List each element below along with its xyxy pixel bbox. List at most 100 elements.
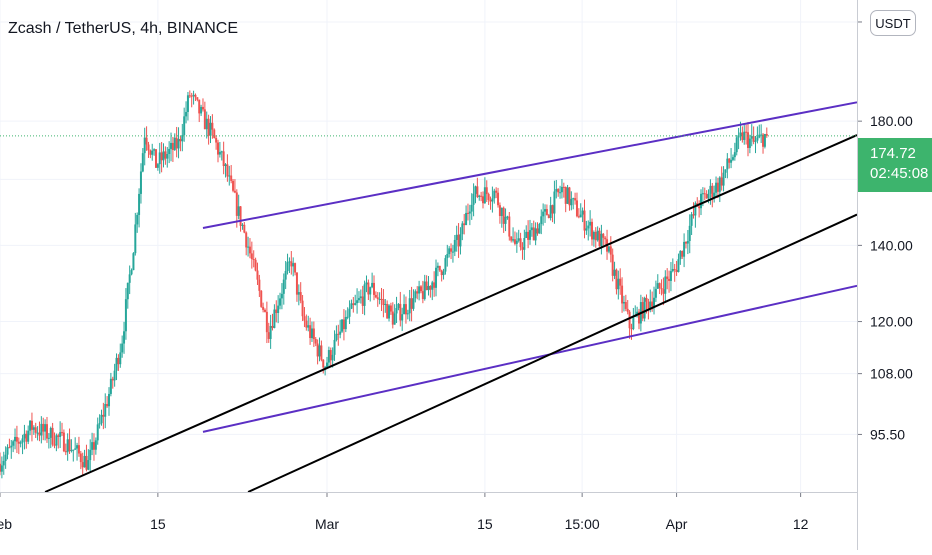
candle-body	[59, 432, 62, 437]
candle-body	[348, 308, 351, 317]
candle-body	[314, 339, 317, 344]
candle-body	[419, 286, 422, 292]
candle-body	[310, 328, 313, 339]
candle-body	[158, 152, 161, 165]
candle-body	[55, 435, 58, 446]
candle-body	[536, 228, 539, 234]
candle-body	[260, 290, 263, 307]
candle-body	[70, 450, 73, 452]
candle-body	[495, 190, 498, 193]
candle-body	[675, 269, 678, 273]
candle-body	[250, 253, 253, 259]
candle-body	[220, 151, 223, 153]
candle-body	[433, 282, 436, 288]
candle-body	[715, 182, 718, 193]
candle-body	[113, 370, 116, 381]
candle-body	[613, 269, 616, 276]
trendlines	[44, 101, 858, 493]
candle-body	[299, 292, 302, 301]
candle-body	[722, 172, 725, 186]
candle-body	[677, 259, 680, 273]
candle-body	[23, 433, 26, 439]
candle-body	[726, 158, 729, 170]
candle-body	[139, 171, 142, 194]
candle-body	[752, 136, 755, 142]
candle-body	[98, 423, 101, 425]
candle-body	[248, 246, 251, 254]
candle-body	[66, 439, 69, 453]
candle-body	[470, 204, 473, 212]
candle-body	[226, 164, 229, 177]
candle-body	[594, 232, 597, 241]
candle-body	[664, 276, 667, 294]
candle-body	[671, 268, 674, 272]
candle-body	[359, 296, 362, 299]
candle-body	[89, 449, 92, 461]
candle-body	[14, 436, 17, 442]
candle-body	[365, 282, 368, 285]
candle-body	[688, 225, 691, 241]
bar-countdown: 02:45:08	[870, 165, 929, 182]
candle-body	[168, 148, 171, 154]
candle-body	[521, 247, 524, 250]
candles	[0, 90, 768, 479]
candle-body	[410, 298, 413, 309]
candle-body	[414, 291, 417, 299]
candle-body	[476, 186, 479, 197]
candle-body	[427, 285, 430, 291]
candle-body	[61, 432, 64, 434]
candle-body	[480, 195, 483, 197]
candle-body	[222, 151, 225, 167]
candle-body	[762, 134, 765, 147]
candle-body	[21, 438, 24, 443]
candle-body	[544, 209, 547, 212]
candle-body	[4, 454, 7, 461]
candle-body	[737, 135, 740, 138]
x-axis[interactable]: Feb 15 Mar 15 15:00 Apr 12	[0, 492, 809, 532]
candle-body	[106, 403, 109, 407]
candle-body	[622, 302, 625, 304]
x-tick-label: 15:00	[565, 516, 600, 532]
candle-body	[263, 309, 266, 312]
candle-body	[485, 187, 488, 195]
candle-body	[40, 423, 43, 436]
candle-body	[579, 214, 582, 218]
candle-body	[739, 132, 742, 136]
candle-body	[72, 449, 75, 451]
candle-body	[587, 225, 590, 229]
candle-body	[42, 423, 45, 432]
candle-body	[760, 134, 763, 136]
candle-body	[600, 233, 603, 247]
candle-body	[138, 193, 141, 215]
candle-body	[339, 331, 342, 335]
candle-body	[382, 299, 385, 306]
candle-body	[198, 99, 201, 114]
candle-body	[30, 420, 33, 430]
candle-body	[64, 451, 67, 453]
candle-body	[619, 278, 622, 286]
candle-body	[288, 261, 291, 263]
candle-body	[733, 152, 736, 158]
candle-body	[194, 94, 197, 98]
candle-body	[498, 205, 501, 216]
candle-body	[574, 198, 577, 201]
candle-body	[213, 129, 216, 139]
candle-body	[621, 285, 624, 304]
candle-body	[207, 118, 210, 136]
candle-body	[156, 164, 159, 168]
candle-body	[87, 460, 90, 470]
candle-body	[397, 303, 400, 308]
grid	[0, 0, 857, 492]
currency-badge[interactable]: USDT	[870, 10, 916, 36]
candle-body	[684, 241, 687, 244]
candle-body	[201, 106, 204, 110]
candle-body	[637, 311, 640, 324]
candle-body	[119, 352, 122, 365]
candle-body	[196, 97, 199, 100]
candle-body	[297, 292, 300, 295]
candle-body	[731, 157, 734, 160]
y-axis[interactable]: 220.00180.00160.00140.00120.00108.0095.5…	[857, 14, 913, 442]
candle-body	[658, 283, 661, 289]
candle-body	[651, 301, 654, 307]
